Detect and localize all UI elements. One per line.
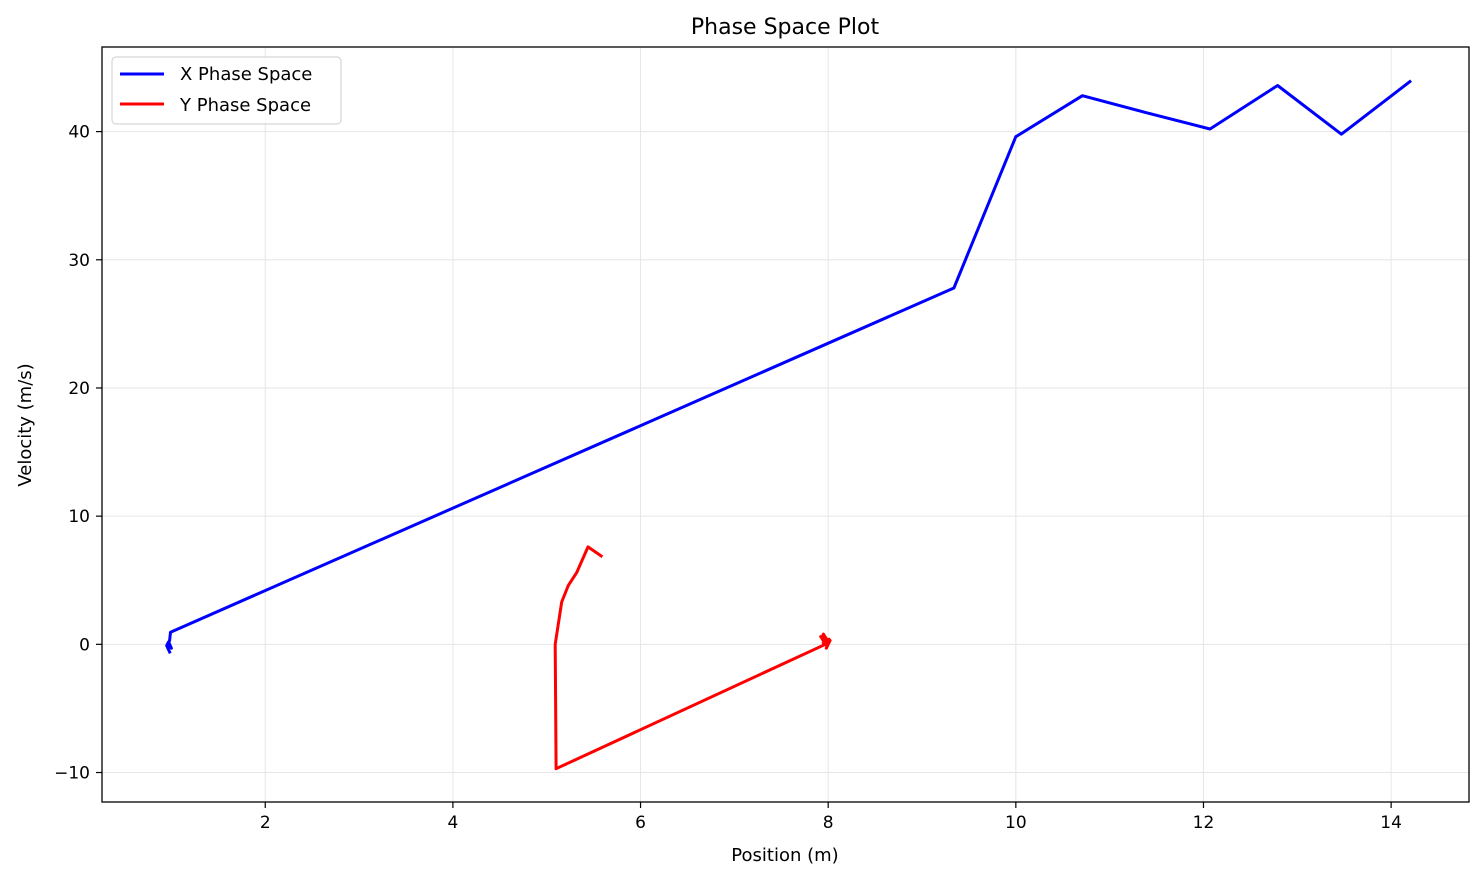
legend-label-x-phase-space: X Phase Space xyxy=(180,64,312,85)
y-tick-label: 30 xyxy=(68,251,90,271)
x-axis-label: Position (m) xyxy=(731,845,838,866)
y-tick-label: 20 xyxy=(68,379,90,399)
plot-frame xyxy=(101,46,1470,803)
x-tick-label: 4 xyxy=(447,813,458,833)
legend-box xyxy=(111,56,342,125)
legend: X Phase Space Y Phase Space xyxy=(111,56,342,125)
x-tick-label: 6 xyxy=(635,813,646,833)
y-tick-label: 40 xyxy=(68,123,90,143)
chart-title: Phase Space Plot xyxy=(691,15,880,40)
x-tick-label: 8 xyxy=(823,813,834,833)
x-tick-label: 2 xyxy=(260,813,271,833)
y-tick-label: 10 xyxy=(68,507,90,527)
y-tick-label: 0 xyxy=(79,635,90,655)
x-tick-label: 10 xyxy=(1005,813,1027,833)
x-tick-label: 14 xyxy=(1380,813,1402,833)
y-axis-ticks: −10 0 10 20 30 40 xyxy=(54,123,102,784)
series-line-y-phase-space xyxy=(553,545,832,771)
y-tick-label: −10 xyxy=(54,764,90,784)
x-tick-label: 12 xyxy=(1193,813,1215,833)
y-axis-label: Velocity (m/s) xyxy=(15,363,36,486)
y-grid xyxy=(102,131,1469,774)
series-line-x-phase-space xyxy=(165,79,1413,654)
series-layer xyxy=(165,79,1413,771)
x-axis-ticks: 2 4 6 8 10 12 14 xyxy=(260,802,1402,833)
legend-label-y-phase-space: Y Phase Space xyxy=(179,95,311,116)
